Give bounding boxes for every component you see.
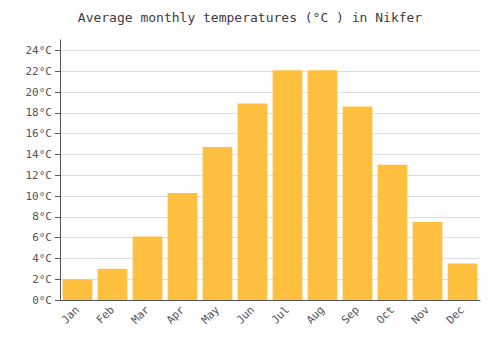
svg-text:16°C: 16°C xyxy=(26,127,53,140)
svg-text:24°C: 24°C xyxy=(26,44,53,57)
svg-text:14°C: 14°C xyxy=(26,148,53,161)
svg-text:8°C: 8°C xyxy=(32,210,52,223)
svg-text:Oct: Oct xyxy=(374,303,397,326)
svg-text:Nov: Nov xyxy=(409,303,432,326)
svg-text:0°C: 0°C xyxy=(32,294,52,307)
svg-text:Jun: Jun xyxy=(234,303,257,326)
svg-text:20°C: 20°C xyxy=(26,86,53,99)
svg-text:Jul: Jul xyxy=(269,303,292,326)
svg-text:Dec: Dec xyxy=(444,303,467,326)
svg-text:12°C: 12°C xyxy=(26,169,53,182)
svg-text:Aug: Aug xyxy=(304,303,327,326)
svg-text:Sep: Sep xyxy=(339,303,362,326)
svg-text:22°C: 22°C xyxy=(26,65,53,78)
svg-text:Average monthly temperatures (: Average monthly temperatures (°C ) in Ni… xyxy=(78,10,423,25)
svg-text:Mar: Mar xyxy=(129,303,152,326)
svg-text:18°C: 18°C xyxy=(26,106,53,119)
svg-text:2°C: 2°C xyxy=(32,273,52,286)
svg-text:Feb: Feb xyxy=(94,303,117,326)
svg-text:Jan: Jan xyxy=(59,303,82,326)
svg-text:Apr: Apr xyxy=(164,303,187,326)
svg-text:May: May xyxy=(199,303,222,326)
svg-text:4°C: 4°C xyxy=(32,252,52,265)
svg-text:10°C: 10°C xyxy=(26,190,53,203)
svg-text:6°C: 6°C xyxy=(32,231,52,244)
